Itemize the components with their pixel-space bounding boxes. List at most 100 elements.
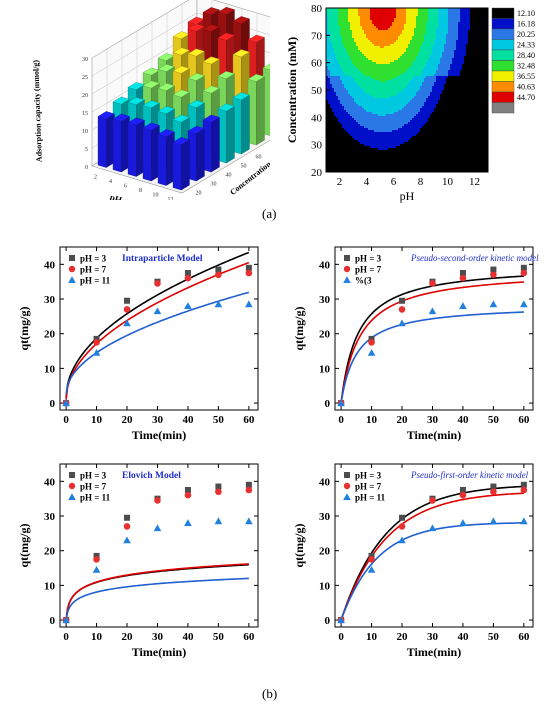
data-point-circle <box>123 306 131 313</box>
x-tick-label: 0 <box>338 631 344 643</box>
data-point-triangle <box>459 519 467 526</box>
data-point-square <box>490 483 497 490</box>
data-point-square <box>490 266 497 273</box>
data-point-circle <box>398 523 406 530</box>
data-point-circle <box>245 269 253 277</box>
legend-label: 40.63 <box>517 83 535 92</box>
legend-label: 24.33 <box>517 41 535 50</box>
x-tick-label: 0 <box>338 414 344 426</box>
fit-curve <box>340 485 524 621</box>
data-point-circle <box>520 269 528 277</box>
data-point-circle <box>520 486 528 494</box>
bar <box>112 113 130 173</box>
y-tick-label: 10 <box>319 363 331 375</box>
legend-swatch <box>491 18 515 30</box>
legend-label: pH = 3 <box>355 471 382 481</box>
conc-tick-label: 40 <box>226 173 232 179</box>
legend-label: %(3 <box>355 276 372 286</box>
bar <box>97 111 115 168</box>
y-tick-label: 40 <box>319 259 331 271</box>
bar-top-face <box>202 24 220 32</box>
x-tick-label: 20 <box>397 414 409 426</box>
bar-top-face <box>217 6 235 15</box>
data-point-circle <box>398 306 406 313</box>
y-tick-label: 80 <box>311 3 323 15</box>
fit-curve <box>65 577 249 621</box>
bar-top-face <box>142 100 160 109</box>
legend-swatch <box>491 7 515 19</box>
plot-title: Pseudo-first-order kinetic model <box>410 470 529 480</box>
data-point-square <box>245 481 252 488</box>
data-point-triangle <box>92 348 101 356</box>
legend-label: pH = 11 <box>80 276 111 286</box>
legend-label: pH = 11 <box>80 493 111 503</box>
data-point-triangle <box>398 536 406 544</box>
x-tick-label: 50 <box>213 414 225 426</box>
bar-top-face <box>232 92 250 101</box>
bar-top-face <box>112 113 130 122</box>
bar-top-face <box>157 129 175 137</box>
x-tick-label: 60 <box>518 414 530 426</box>
data-point-circle <box>184 491 192 499</box>
bar-side-face <box>256 76 265 146</box>
x-tick-label: 50 <box>213 631 225 643</box>
y-tick-label: 20 <box>311 167 323 179</box>
legend-marker <box>69 472 75 478</box>
y-axis-label: Concentration (mM) <box>285 37 299 143</box>
y-tick-label: 20 <box>319 329 331 341</box>
data-point-triangle <box>489 300 498 308</box>
x-tick-label: 10 <box>91 414 103 426</box>
y-tick-label: 0 <box>50 615 56 627</box>
legend-marker <box>344 472 350 478</box>
bar-front-face <box>157 134 167 186</box>
bar <box>142 122 160 182</box>
contour-fill <box>326 8 488 172</box>
legend-swatch <box>491 60 515 72</box>
x-tick-label: 40 <box>457 414 469 426</box>
conc-tick-label: 60 <box>256 155 262 161</box>
bar-top-face <box>202 56 220 65</box>
x-axis-label: pH <box>400 189 415 203</box>
data-point-triangle <box>245 517 253 525</box>
data-point-triangle <box>398 319 406 327</box>
legend-label: pH = 3 <box>80 254 107 264</box>
legend-marker <box>69 255 75 261</box>
x-tick-label: 10 <box>442 176 454 188</box>
conc-tick-label: 50 <box>241 164 247 170</box>
legend-label: 20.25 <box>517 30 535 39</box>
data-point-triangle <box>428 524 437 532</box>
bar-top-face <box>172 137 190 145</box>
x-tick-label: 30 <box>152 631 164 643</box>
z-tick-label: 10 <box>82 129 88 135</box>
y-tick-label: 0 <box>325 615 331 627</box>
data-point-triangle <box>520 300 528 308</box>
bar-top-face <box>247 34 265 43</box>
x-axis-label: Time(min) <box>132 645 186 659</box>
data-point-square <box>459 487 466 494</box>
bar-side-face <box>226 105 235 164</box>
bar-top-face <box>232 49 250 58</box>
y-tick-label: 10 <box>44 363 56 375</box>
y-tick-label: 30 <box>311 140 323 152</box>
bar3d-chart: 0 5 10 15 20 25 30 Adsorption capacity (mmol/g)… <box>31 0 270 200</box>
panel-label-a: (a) <box>262 206 277 221</box>
z-tick-label: 0 <box>85 165 88 171</box>
bar <box>232 92 250 155</box>
bar-top-face <box>187 23 205 32</box>
y-tick-label: 40 <box>319 476 331 488</box>
legend-swatch <box>491 49 515 61</box>
data-point-triangle <box>62 616 70 624</box>
data-point-circle <box>184 274 192 282</box>
legend-label: 12.10 <box>517 9 535 18</box>
legend-marker <box>68 276 76 283</box>
data-point-circle <box>123 523 131 530</box>
bar <box>127 117 145 177</box>
legend-label: 32.48 <box>517 62 535 71</box>
legend-label: 16.18 <box>517 20 535 29</box>
data-point-triangle <box>428 307 437 315</box>
x-tick-label: 60 <box>518 631 530 643</box>
plot-frame <box>59 246 259 411</box>
legend-marker <box>344 255 350 261</box>
data-point-triangle <box>367 565 376 573</box>
x-tick-label: 40 <box>182 631 194 643</box>
